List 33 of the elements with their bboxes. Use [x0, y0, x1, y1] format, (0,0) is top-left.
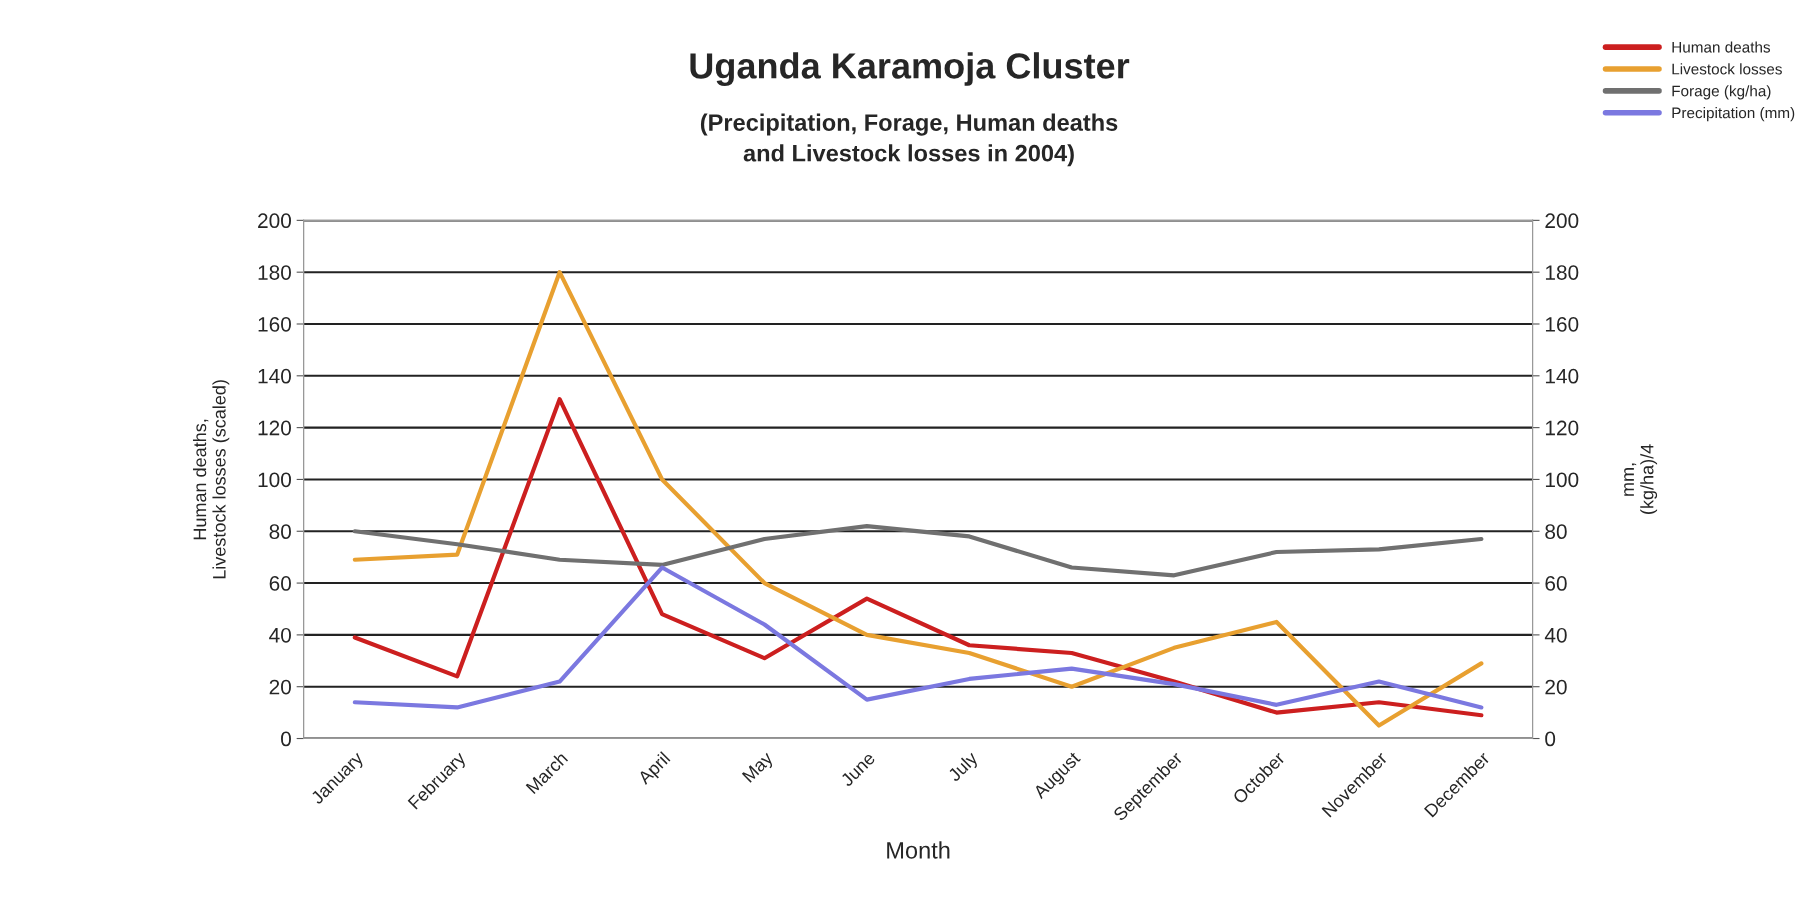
y-tick-label: 200	[258, 213, 291, 229]
y2-tick-label: 100	[1545, 472, 1579, 488]
y2-tick-label: 120	[1545, 420, 1579, 436]
legend-label: Forage (kg/ha)	[1672, 85, 1771, 100]
y-tick-label: 0	[281, 731, 291, 747]
y2-tick-label: 0	[1545, 731, 1556, 747]
x-axis-title: Month	[887, 841, 950, 859]
chart-title: Uganda Karamoja Cluster	[690, 52, 1130, 87]
legend-label: Precipitation (mm)	[1672, 107, 1795, 122]
legend-label: Livestock losses	[1672, 63, 1782, 75]
y-tick-label: 20	[269, 679, 291, 695]
y2-tick-label: 20	[1545, 679, 1567, 695]
chart-subtitle: (Precipitation, Forage, Human deaths and Livestock losses in 2004)	[700, 113, 1118, 167]
y-tick-label: 160	[258, 316, 291, 332]
y2-tick-label: 80	[1545, 524, 1567, 540]
y2-tick-label: 160	[1545, 316, 1579, 332]
y-tick-label: 140	[258, 368, 291, 384]
y-tick-label: 60	[269, 576, 291, 591]
y-tick-label: 120	[258, 420, 291, 436]
legend-label: Human deaths	[1672, 41, 1771, 53]
y-tick-label: 80	[269, 524, 291, 540]
y-tick-label: 40	[269, 627, 291, 643]
y2-tick-label: 200	[1545, 213, 1579, 229]
y-tick-label: 100	[258, 472, 291, 488]
y-axis-title: Human deaths, Livestock losses (scaled)	[192, 380, 230, 579]
y2-tick-label: 140	[1545, 368, 1579, 384]
x-tick-label: May	[741, 750, 777, 786]
y-tick-label: 180	[258, 265, 291, 280]
y2-tick-label: 60	[1545, 576, 1567, 591]
y2-axis-title: mm, (kg/ha)/4	[1624, 444, 1658, 514]
y2-tick-label: 40	[1544, 627, 1567, 643]
y2-tick-label: 180	[1545, 265, 1579, 280]
x-tick-label: July	[946, 750, 982, 785]
